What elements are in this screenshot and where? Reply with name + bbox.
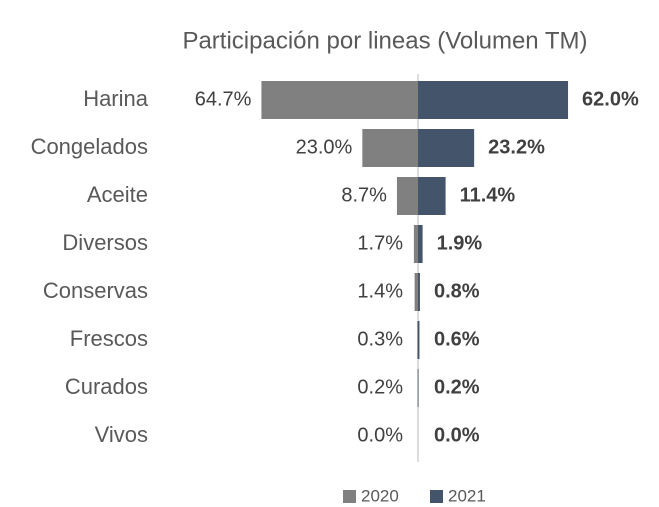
bar-2020: [396, 177, 418, 215]
legend-label: 2020: [361, 486, 399, 505]
legend-swatch: [343, 490, 356, 503]
bar-2021: [418, 225, 423, 263]
bar-2020: [417, 321, 418, 359]
value-label-2021: 23.2%: [488, 136, 545, 158]
value-label-2020: 1.4%: [357, 280, 403, 302]
category-label: Conservas: [43, 278, 148, 303]
value-label-2020: 0.2%: [357, 376, 403, 398]
bar-2020: [414, 273, 418, 311]
value-label-2021: 0.0%: [434, 424, 480, 446]
value-label-2021: 11.4%: [460, 184, 516, 206]
bar-2021: [418, 273, 420, 311]
bar-2021: [418, 129, 475, 167]
bar-2020: [362, 129, 418, 167]
bar-2020: [261, 81, 418, 119]
value-label-2020: 0.0%: [357, 424, 403, 446]
legend-label: 2021: [448, 486, 486, 505]
value-label-2020: 64.7%: [195, 88, 252, 110]
value-label-2020: 0.3%: [357, 328, 403, 350]
value-label-2021: 0.8%: [434, 280, 480, 302]
bar-2021: [418, 81, 569, 119]
bar-2020: [413, 225, 418, 263]
value-label-2021: 62.0%: [582, 88, 639, 110]
category-label: Frescos: [70, 326, 148, 351]
value-label-2021: 1.9%: [437, 232, 483, 254]
value-label-2021: 0.2%: [434, 376, 480, 398]
value-label-2020: 8.7%: [341, 184, 387, 206]
value-label-2020: 1.7%: [357, 232, 403, 254]
category-label: Congelados: [31, 134, 148, 159]
category-label: Aceite: [87, 182, 148, 207]
bar-2021: [418, 321, 420, 359]
chart-title: Participación por lineas (Volumen TM): [182, 27, 587, 54]
bar-2021: [418, 177, 446, 215]
category-label: Diversos: [62, 230, 148, 255]
value-label-2020: 23.0%: [296, 136, 353, 158]
legend-swatch: [430, 490, 443, 503]
category-label: Harina: [83, 86, 149, 111]
category-label: Vivos: [95, 422, 148, 447]
category-label: Curados: [65, 374, 148, 399]
value-label-2021: 0.6%: [434, 328, 480, 350]
